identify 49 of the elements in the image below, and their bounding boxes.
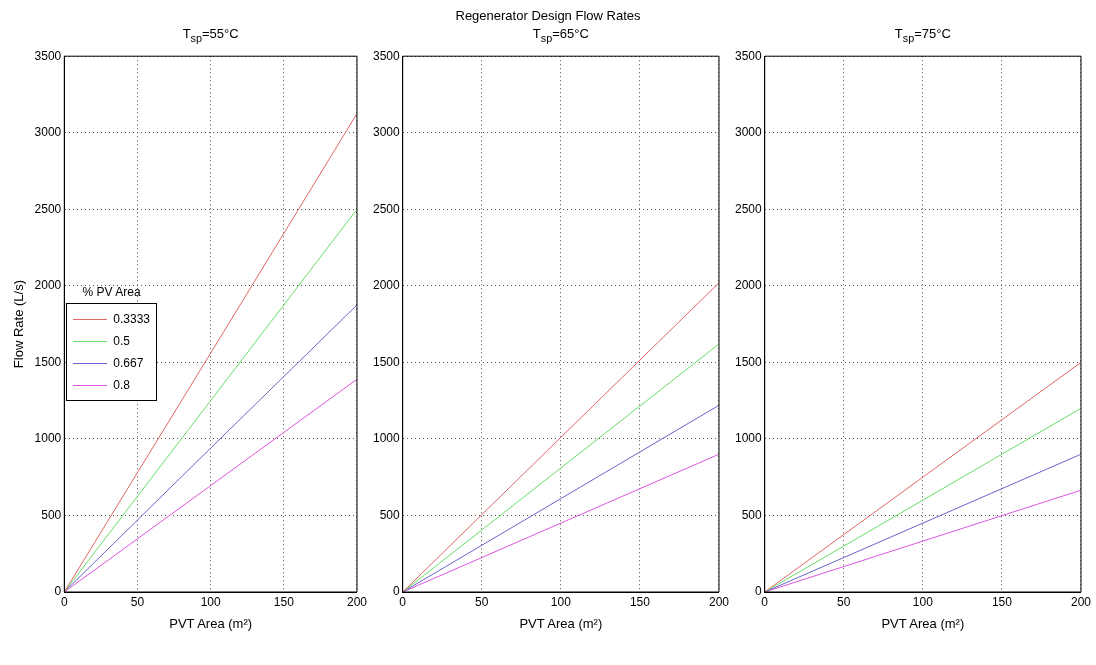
x-tick-label: 200	[1070, 594, 1092, 609]
x-tick-label: 100	[550, 594, 572, 609]
text: Regenerator Design Flow Rates	[454, 8, 642, 25]
x-tick-label: 50	[475, 594, 489, 609]
y-tick-label: 2500	[372, 201, 401, 216]
y-tick-label: 3000	[734, 125, 763, 140]
y-tick-label: 1000	[734, 431, 763, 446]
x-axis-title: PVT Area (m²)	[169, 615, 253, 631]
y-tick-label: 3500	[372, 48, 401, 63]
y-tick-label: 1500	[34, 354, 62, 369]
legend-title: % PV Area	[81, 285, 142, 300]
y-tick-label: 2000	[734, 278, 763, 293]
y-tick-label: 2000	[372, 278, 401, 293]
y-tick-label: 2000	[34, 278, 62, 293]
x-tick-label: 150	[629, 594, 651, 609]
chart-title: T$_{sp}$=75°C	[893, 26, 952, 46]
y-tick-label: 500	[741, 507, 763, 522]
x-tick-label: 150	[273, 594, 295, 609]
legend-label: 0.8	[113, 378, 130, 393]
y-tick-label: 0	[755, 584, 763, 599]
y-tick-label: 3500	[34, 48, 62, 63]
x-tick-label: 100	[200, 594, 221, 609]
y-tick-label: 2500	[734, 201, 763, 216]
x-axis-title: PVT Area (m²)	[881, 615, 965, 631]
chart-title: T$_{sp}$=65°C	[531, 26, 590, 46]
legend-label: 0.667	[113, 356, 144, 371]
x-tick-label: 50	[837, 594, 851, 609]
y-tick-label: 3000	[34, 125, 62, 140]
chart-title: T$_{sp}$=55°C	[181, 26, 240, 46]
y-tick-label: 3500	[734, 48, 763, 63]
y-tick-label: 500	[379, 507, 401, 522]
legend-label: 0.3333	[113, 312, 150, 327]
legend-label: 0.5	[113, 334, 130, 349]
x-tick-label: 50	[130, 594, 145, 609]
y-tick-label: 500	[41, 507, 62, 522]
x-tick-label: 100	[912, 594, 934, 609]
y-tick-label: 1500	[372, 354, 401, 369]
x-tick-label: 150	[991, 594, 1013, 609]
y-tick-label: 1500	[734, 354, 763, 369]
y-axis-title: Flow Rate (L/s)	[11, 280, 27, 369]
x-tick-label: 200	[708, 594, 730, 609]
y-tick-label: 1000	[372, 431, 401, 446]
y-tick-label: 3000	[372, 125, 401, 140]
y-tick-label: 2500	[34, 201, 62, 216]
x-tick-label: 200	[346, 594, 368, 609]
y-tick-label: 1000	[34, 431, 62, 446]
y-tick-label: 0	[54, 584, 62, 599]
y-tick-label: 0	[393, 584, 401, 599]
x-axis-title: PVT Area (m²)	[519, 615, 603, 631]
